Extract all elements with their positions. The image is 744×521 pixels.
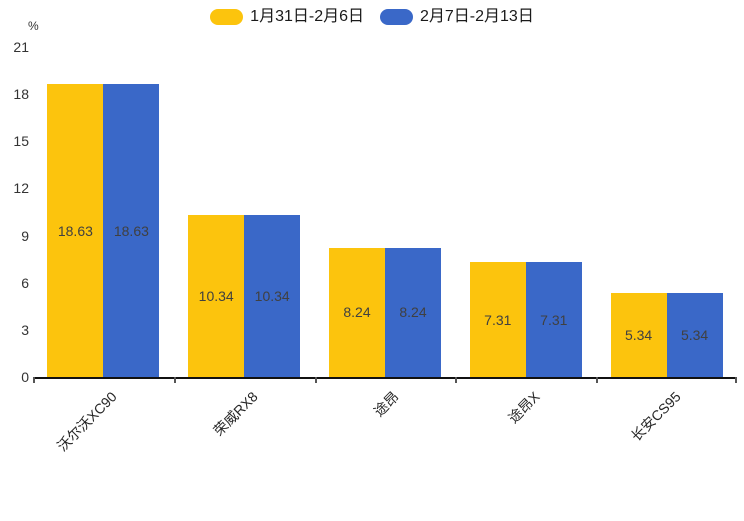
bar-value-label: 8.24 [343, 304, 371, 321]
bar-value-label: 5.34 [624, 327, 653, 344]
y-tick-label: 12 [13, 180, 29, 197]
y-tick-label: 6 [21, 274, 29, 291]
x-axis-tick [173, 377, 176, 383]
y-tick-label: 15 [13, 133, 29, 150]
bar[interactable] [610, 293, 667, 377]
bar-value-label: 10.34 [254, 287, 290, 304]
bar-value-label: 8.24 [399, 304, 427, 321]
legend-label: 2月7日-2月13日 [420, 8, 534, 25]
bar-value-label: 18.63 [57, 222, 93, 239]
y-axis-unit-label: % [28, 19, 39, 33]
bar-value-label: 7.31 [540, 311, 568, 328]
bar-value-label: 5.34 [680, 327, 709, 344]
bar-chart: 1月31日-2月6日 2月7日-2月13日 % 0 3 6 9 12 15 18 21 18.6… [0, 7, 744, 455]
x-category-label: 途昂 [370, 388, 402, 420]
plot-area: 18.63 18.63 10.34 10.34 8.24 8.24 7.31 7.31 5.34… [33, 47, 737, 383]
y-tick-label: 9 [21, 227, 29, 244]
bar[interactable] [469, 262, 526, 377]
x-category-label: 途昂X [504, 388, 543, 427]
bar[interactable] [103, 84, 160, 377]
x-axis-tick [735, 377, 737, 383]
bar[interactable] [666, 293, 723, 377]
x-category-label: 长安CS95 [627, 388, 684, 445]
x-category-label: 沃尔沃XC90 [54, 388, 121, 455]
x-axis-tick [314, 377, 317, 383]
y-tick-label: 0 [21, 369, 29, 385]
x-axis-tick [33, 377, 35, 383]
legend-label: 1月31日-2月6日 [250, 8, 364, 25]
bar-value-label: 10.34 [198, 287, 234, 304]
bar[interactable] [188, 214, 245, 377]
y-tick-label: 21 [13, 39, 29, 55]
legend-item[interactable]: 1月31日-2月6日 [210, 7, 364, 27]
bar[interactable] [244, 214, 301, 377]
bar[interactable] [329, 247, 385, 377]
bar-value-label: 7.31 [484, 311, 512, 328]
x-axis-tick [455, 377, 458, 383]
bar[interactable] [525, 262, 582, 377]
x-category-label: 荣威RX8 [210, 388, 261, 439]
bar-value-label: 18.63 [113, 222, 149, 239]
y-tick-label: 3 [21, 321, 29, 338]
x-axis-tick [596, 377, 599, 383]
bar[interactable] [47, 84, 104, 377]
legend-item[interactable]: 2月7日-2月13日 [380, 7, 534, 27]
legend: 1月31日-2月6日 2月7日-2月13日 [0, 7, 744, 27]
y-tick-label: 18 [13, 86, 29, 103]
legend-swatch-icon [380, 9, 413, 25]
legend-swatch-icon [210, 9, 244, 25]
bar[interactable] [385, 247, 441, 377]
